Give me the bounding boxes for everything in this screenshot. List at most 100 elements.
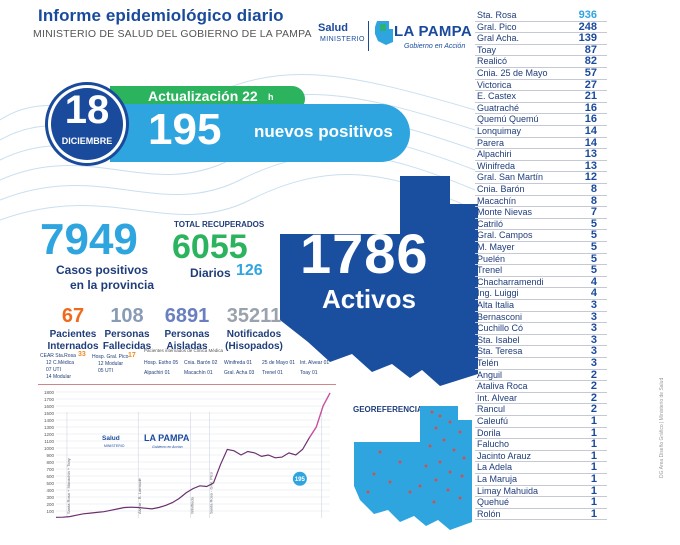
locality-dot bbox=[408, 490, 412, 494]
y-tick-label: 800 bbox=[46, 460, 54, 465]
stat-aisladas-label: Personas Aisladas bbox=[164, 329, 210, 352]
locality-name: Trenel bbox=[477, 265, 503, 276]
locality-count: 2 bbox=[590, 403, 597, 416]
mini-table-divider bbox=[38, 384, 336, 385]
locality-row: Sta. Teresa 3 bbox=[475, 345, 607, 358]
locality-count: 5 bbox=[590, 229, 597, 242]
locality-dot bbox=[434, 426, 438, 430]
la-pampa-map-icon bbox=[375, 21, 393, 45]
locality-row: E. Castex 21 bbox=[475, 90, 607, 103]
chart-annotation: Alvear - B. Larroudé bbox=[137, 477, 142, 514]
locality-name: Sta. Isabel bbox=[477, 334, 520, 345]
row-divider bbox=[475, 78, 607, 80]
locality-name: Caleufú bbox=[477, 416, 509, 426]
y-tick-label: 300 bbox=[46, 495, 54, 500]
cear-row: 14 Modular bbox=[46, 374, 72, 380]
svg-text:Gobierno en Acción: Gobierno en Acción bbox=[152, 445, 183, 449]
locality-count: 3 bbox=[590, 299, 597, 311]
locality-row: Gral Acha. 139 bbox=[475, 32, 607, 45]
locality-dot bbox=[418, 484, 422, 488]
y-tick-label: 1200 bbox=[44, 432, 55, 437]
stat-notificados: 35211 Notificados (Hisopados) bbox=[212, 306, 296, 352]
locality-count: 8 bbox=[590, 183, 597, 195]
row-divider bbox=[475, 414, 607, 416]
locality-row: Alta Italia 3 bbox=[475, 299, 607, 312]
row-divider bbox=[475, 333, 607, 335]
locality-name: Toay bbox=[477, 44, 497, 55]
locality-row: Lonquimay 14 bbox=[475, 125, 607, 138]
daily-new-marker bbox=[292, 471, 307, 486]
row-divider bbox=[475, 66, 607, 68]
cases-line-chart: 100 200 300 400 500 600 700 800 900 1000 1100 1200 1… bbox=[44, 390, 331, 518]
row-divider bbox=[475, 32, 607, 34]
locality-count: 3 bbox=[590, 333, 597, 346]
locality-name: Jacinto Arauz bbox=[477, 450, 532, 461]
locality-count: 1 bbox=[590, 507, 597, 520]
locality-row: Guatraché 16 bbox=[475, 102, 607, 115]
stat-aisladas: 6891 Personas Aisladas bbox=[152, 306, 222, 352]
row-divider bbox=[475, 484, 607, 486]
locality-row: Gral. Campos 5 bbox=[475, 229, 607, 242]
row-divider bbox=[475, 449, 607, 451]
locality-row: Rancul 2 bbox=[475, 403, 607, 416]
row-divider bbox=[475, 252, 607, 254]
row-divider bbox=[475, 113, 607, 115]
row-divider bbox=[475, 136, 607, 138]
active-cases-value: 1786 bbox=[300, 222, 429, 285]
locality-row: Anguil 2 bbox=[475, 369, 607, 382]
locality-name: Quemú Quemú bbox=[477, 114, 539, 125]
locality-row: Ataliva Roca 2 bbox=[475, 380, 607, 393]
locality-row: Trenel 5 bbox=[475, 264, 607, 277]
row-divider bbox=[475, 171, 607, 173]
locality-name: Winifreda bbox=[477, 160, 516, 171]
row-divider bbox=[475, 438, 607, 440]
row-divider bbox=[475, 472, 607, 474]
locality-count: 5 bbox=[590, 252, 597, 265]
recovered-value: 6055 bbox=[172, 228, 248, 266]
report-title: Informe epidemiológico diario bbox=[38, 6, 284, 25]
locality-dot bbox=[424, 464, 428, 468]
ministry-subtitle: MINISTERIO DE SALUD DEL GOBIERNO DE LA P… bbox=[33, 28, 312, 40]
row-divider bbox=[475, 43, 607, 45]
locality-count: 8 bbox=[590, 194, 597, 207]
row-divider bbox=[475, 182, 607, 184]
province-map-shape bbox=[280, 176, 478, 386]
locality-name: Dorila bbox=[477, 427, 501, 438]
mini-item: Alpachiri 01 bbox=[144, 370, 171, 376]
stat-internados: 67 Pacientes Internados bbox=[38, 306, 108, 352]
locality-count: 5 bbox=[590, 217, 597, 230]
chart-annotation: Winifreda bbox=[189, 496, 194, 514]
row-divider bbox=[475, 240, 607, 242]
svg-text:MINISTERIO: MINISTERIO bbox=[104, 444, 125, 448]
locality-count: 21 bbox=[584, 90, 597, 103]
row-divider bbox=[475, 298, 607, 300]
locality-count: 3 bbox=[590, 357, 597, 369]
locality-count: 82 bbox=[584, 55, 597, 68]
row-divider bbox=[475, 426, 607, 428]
locality-name: Gral Acha. bbox=[477, 33, 520, 44]
mini-item: Winifreda 01 bbox=[224, 360, 253, 366]
locality-count: 87 bbox=[584, 43, 597, 56]
new-positives-value: 195 bbox=[148, 105, 222, 154]
locality-count: 248 bbox=[578, 20, 597, 33]
locality-count: 3 bbox=[590, 310, 597, 323]
locality-name: Ataliva Roca bbox=[477, 381, 528, 392]
locality-name: Cnia. Barón bbox=[477, 184, 525, 194]
row-divider bbox=[475, 380, 607, 382]
total-cases-value: 7949 bbox=[40, 215, 138, 264]
locality-name: Lonquimay bbox=[477, 126, 522, 136]
locality-dot bbox=[432, 500, 436, 504]
locality-name: Victorica bbox=[477, 79, 512, 90]
stat-notificados-label: Notificados (Hisopados) bbox=[225, 329, 283, 352]
locality-name: Cuchillo Có bbox=[477, 323, 524, 334]
cear-row: 12 C.Médica bbox=[46, 360, 75, 366]
y-tick-label: 700 bbox=[46, 467, 54, 472]
locality-row: Sta. Rosa 936 bbox=[475, 9, 607, 22]
row-divider bbox=[475, 148, 607, 150]
locality-name: Gral. Pico bbox=[477, 21, 517, 32]
y-tick-label: 500 bbox=[46, 481, 54, 486]
locality-row: Cnia. Barón 8 bbox=[475, 183, 607, 196]
cear-label: CEAR Sta.Rosa bbox=[40, 353, 76, 359]
row-divider bbox=[475, 496, 607, 498]
locality-name: La Adela bbox=[477, 462, 513, 473]
